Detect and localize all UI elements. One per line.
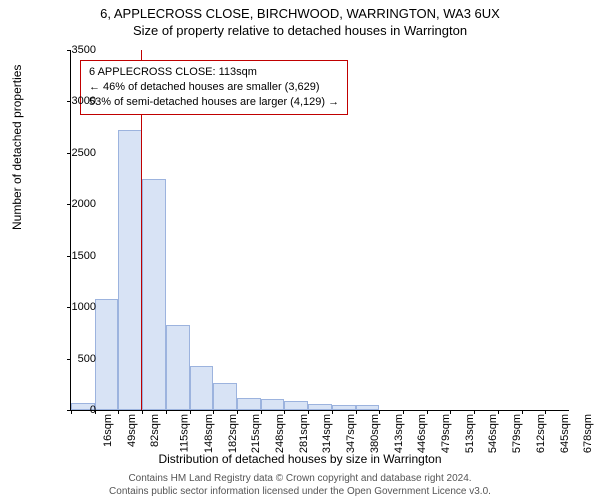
histogram-bar: [237, 398, 261, 410]
ytick-label: 0: [56, 404, 96, 416]
xtick-label: 49sqm: [126, 414, 138, 447]
xtick-mark: [450, 410, 451, 414]
histogram-bar: [356, 405, 380, 410]
annotation-line-2: ← 46% of detached houses are smaller (3,…: [89, 80, 339, 95]
ytick-label: 1000: [56, 301, 96, 313]
xtick-mark: [213, 410, 214, 414]
xtick-mark: [403, 410, 404, 414]
histogram-bar: [213, 383, 237, 410]
xtick-mark: [284, 410, 285, 414]
xtick-label: 612sqm: [535, 414, 547, 453]
xtick-label: 413sqm: [393, 414, 405, 453]
ytick-label: 3500: [56, 44, 96, 56]
histogram-bar: [190, 366, 214, 410]
ytick-label: 1500: [56, 250, 96, 262]
xtick-mark: [474, 410, 475, 414]
xtick-mark: [545, 410, 546, 414]
xtick-mark: [332, 410, 333, 414]
xtick-label: 678sqm: [582, 414, 594, 453]
xtick-label: 215sqm: [250, 414, 262, 453]
xtick-mark: [308, 410, 309, 414]
histogram-bar: [284, 401, 308, 410]
annotation-box: 6 APPLECROSS CLOSE: 113sqm ← 46% of deta…: [80, 60, 348, 115]
xtick-mark: [356, 410, 357, 414]
xtick-label: 546sqm: [488, 414, 500, 453]
annotation-line-3: 53% of semi-detached houses are larger (…: [89, 95, 339, 110]
xtick-label: 148sqm: [203, 414, 215, 453]
histogram-bar: [95, 299, 119, 410]
xtick-label: 82sqm: [149, 414, 161, 447]
footer-line-2: Contains public sector information licen…: [0, 485, 600, 498]
histogram-bar: [308, 404, 332, 410]
xtick-mark: [261, 410, 262, 414]
ytick-label: 500: [56, 353, 96, 365]
xtick-mark: [427, 410, 428, 414]
histogram-bar: [118, 130, 142, 410]
xtick-label: 115sqm: [178, 414, 190, 452]
y-axis-label: Number of detached properties: [10, 65, 24, 230]
xtick-mark: [142, 410, 143, 414]
ytick-label: 2000: [56, 198, 96, 210]
ytick-label: 3000: [56, 95, 96, 107]
xtick-label: 446sqm: [416, 414, 428, 453]
xtick-label: 479sqm: [440, 414, 452, 453]
xtick-label: 16sqm: [102, 414, 114, 447]
chart-title: 6, APPLECROSS CLOSE, BIRCHWOOD, WARRINGT…: [0, 0, 600, 21]
histogram-bar: [332, 405, 356, 410]
xtick-label: 182sqm: [227, 414, 239, 453]
histogram-bar: [166, 325, 190, 410]
xtick-label: 314sqm: [322, 414, 334, 453]
xtick-mark: [190, 410, 191, 414]
xtick-label: 347sqm: [345, 414, 357, 453]
xtick-label: 579sqm: [511, 414, 523, 453]
ytick-label: 2500: [56, 147, 96, 159]
xtick-label: 281sqm: [298, 414, 310, 453]
xtick-label: 513sqm: [464, 414, 476, 453]
xtick-mark: [522, 410, 523, 414]
xtick-mark: [237, 410, 238, 414]
xtick-mark: [118, 410, 119, 414]
xtick-label: 645sqm: [559, 414, 571, 453]
xtick-label: 248sqm: [274, 414, 286, 453]
xtick-label: 380sqm: [369, 414, 381, 453]
footer: Contains HM Land Registry data © Crown c…: [0, 472, 600, 498]
xtick-mark: [498, 410, 499, 414]
annotation-line-1: 6 APPLECROSS CLOSE: 113sqm: [89, 65, 339, 80]
histogram-bar: [261, 399, 285, 410]
chart-subtitle: Size of property relative to detached ho…: [0, 21, 600, 38]
histogram-bar: [142, 179, 166, 410]
xtick-mark: [166, 410, 167, 414]
xtick-mark: [379, 410, 380, 414]
footer-line-1: Contains HM Land Registry data © Crown c…: [0, 472, 600, 485]
x-axis-label: Distribution of detached houses by size …: [0, 452, 600, 466]
